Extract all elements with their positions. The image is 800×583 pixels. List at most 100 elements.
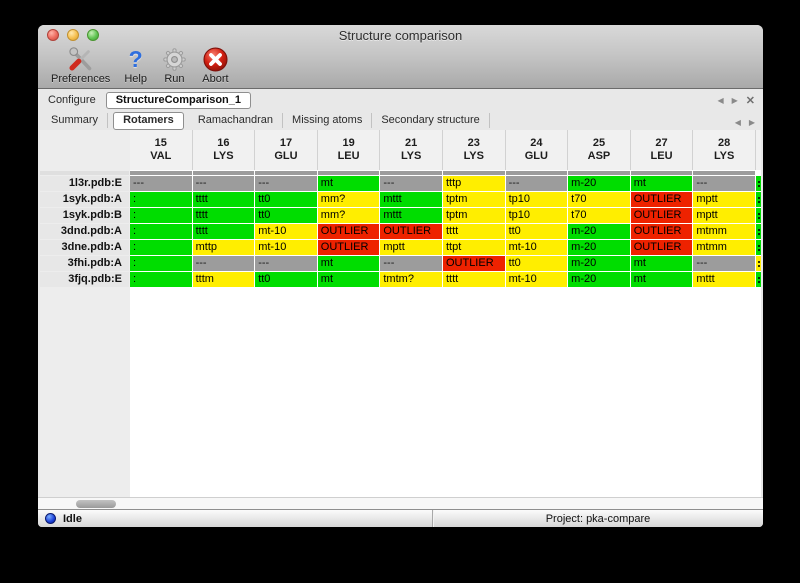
rotamer-cell[interactable]: tttt — [192, 224, 255, 239]
rotamer-cell[interactable]: tptm — [442, 208, 505, 223]
tab-rotamers[interactable]: Rotamers — [113, 111, 184, 130]
rotamer-cell[interactable]: OUTLIER — [442, 256, 505, 271]
rotamer-cell[interactable]: m-20 — [568, 272, 630, 287]
rotamer-cell[interactable]: mt-10 — [505, 240, 568, 255]
row-label[interactable]: 3dne.pdb:A — [40, 240, 129, 255]
rotamer-cell[interactable]: --- — [505, 176, 568, 191]
rotamer-cell[interactable]: --- — [192, 176, 255, 191]
preferences-button[interactable]: Preferences — [44, 45, 117, 88]
rotamer-cell[interactable]: --- — [130, 176, 192, 191]
rotamer-cell-clipped[interactable] — [755, 208, 761, 223]
rotamer-cell[interactable]: mtmm — [693, 224, 755, 239]
rotamer-cell[interactable]: mttt — [380, 208, 442, 223]
tab-ramachandran[interactable]: Ramachandran — [189, 113, 284, 128]
rotamer-cell[interactable]: t70 — [568, 208, 630, 223]
rotamer-cell-clipped[interactable] — [755, 272, 761, 287]
rotamer-cell[interactable]: tp10 — [505, 192, 568, 207]
rotamer-cell[interactable]: m-20 — [568, 224, 630, 239]
horizontal-scrollbar[interactable] — [38, 497, 763, 509]
column-header[interactable]: 24 GLU — [505, 130, 568, 170]
rotamer-cell[interactable]: mt — [317, 272, 380, 287]
row-label[interactable]: 3fjq.pdb:E — [40, 272, 129, 287]
rotamer-cell[interactable]: mptt — [380, 240, 442, 255]
rotamer-cell[interactable]: tt0 — [255, 272, 317, 287]
help-button[interactable]: ? Help — [117, 45, 154, 88]
scroll-right-icon[interactable]: ▶ — [731, 95, 738, 105]
rotamer-cell[interactable]: mt — [630, 176, 693, 191]
rotamer-cell[interactable]: tt0 — [255, 192, 317, 207]
column-header[interactable]: 19 LEU — [317, 130, 380, 170]
rotamer-cell[interactable]: tmtm? — [380, 272, 442, 287]
rotamer-cell[interactable]: m-20 — [568, 256, 630, 271]
rotamer-cell[interactable]: --- — [693, 176, 755, 191]
rotamer-cell[interactable]: mm? — [317, 192, 380, 207]
rotamer-cell[interactable]: tptm — [442, 192, 505, 207]
rotamer-cell[interactable]: tttt — [442, 224, 505, 239]
rotamer-cell[interactable]: mt-10 — [505, 272, 568, 287]
rotamer-cell[interactable]: mttt — [693, 272, 755, 287]
rotamer-cell[interactable]: : — [130, 272, 192, 287]
row-label[interactable]: 1syk.pdb:B — [40, 208, 129, 223]
rotamer-cell[interactable]: OUTLIER — [317, 240, 380, 255]
column-header[interactable]: 16 LYS — [192, 130, 255, 170]
row-label[interactable]: 3dnd.pdb:A — [40, 224, 129, 239]
minimize-window-button[interactable] — [67, 29, 79, 41]
rotamer-cell-clipped[interactable] — [755, 256, 761, 271]
tab-scroll-right-icon[interactable]: ▶ — [748, 117, 755, 127]
column-header[interactable]: 27 LEU — [630, 130, 693, 170]
rotamer-cell[interactable]: : — [130, 256, 192, 271]
rotamer-cell[interactable]: m-20 — [568, 176, 630, 191]
rotamer-cell[interactable]: --- — [192, 256, 255, 271]
rotamer-cell[interactable]: tttt — [192, 208, 255, 223]
rotamer-cell[interactable]: OUTLIER — [380, 224, 442, 239]
rotamer-cell-clipped[interactable] — [755, 224, 761, 239]
rotamer-cell[interactable]: : — [130, 192, 192, 207]
rotamer-cell[interactable]: OUTLIER — [317, 224, 380, 239]
column-header[interactable]: 21 LYS — [380, 130, 442, 170]
column-header[interactable]: 17 GLU — [255, 130, 317, 170]
column-header[interactable]: 23 LYS — [442, 130, 505, 170]
rotamer-cell-clipped[interactable] — [755, 176, 761, 191]
rotamer-cell[interactable]: OUTLIER — [630, 240, 693, 255]
rotamer-cell[interactable]: : — [130, 208, 192, 223]
rotamer-cell[interactable]: : — [130, 224, 192, 239]
rotamer-cell[interactable]: tt0 — [505, 224, 568, 239]
rotamer-cell[interactable]: OUTLIER — [630, 224, 693, 239]
rotamer-cell[interactable]: tttm — [192, 272, 255, 287]
rotamer-cell[interactable]: mttt — [380, 192, 442, 207]
tab-missing-atoms[interactable]: Missing atoms — [283, 113, 373, 128]
column-header[interactable]: 28 LYS — [693, 130, 755, 170]
rotamer-cell[interactable]: : — [130, 240, 192, 255]
rotamer-cell[interactable]: mt — [630, 256, 693, 271]
close-pane-icon[interactable]: ✕ — [745, 94, 755, 107]
rotamer-cell[interactable]: tt0 — [255, 208, 317, 223]
column-header[interactable]: 15 VAL — [130, 130, 192, 170]
rotamer-cell[interactable]: --- — [255, 176, 317, 191]
rotamer-cell[interactable]: mttp — [192, 240, 255, 255]
rotamer-cell[interactable]: --- — [255, 256, 317, 271]
rotamer-cell[interactable]: tttt — [442, 272, 505, 287]
row-label[interactable]: 1l3r.pdb:E — [40, 176, 129, 191]
rotamer-cell[interactable]: OUTLIER — [630, 192, 693, 207]
rotamer-cell[interactable]: tttp — [442, 176, 505, 191]
run-button[interactable]: Run — [154, 45, 195, 88]
rotamer-cell[interactable]: OUTLIER — [630, 208, 693, 223]
rotamer-cell[interactable]: mt — [630, 272, 693, 287]
configuration-name-field[interactable]: StructureComparison_1 — [105, 91, 252, 109]
zoom-window-button[interactable] — [87, 29, 99, 41]
rotamer-cell-clipped[interactable] — [755, 192, 761, 207]
rotamer-cell[interactable]: tt0 — [505, 256, 568, 271]
rotamer-cell[interactable]: mt-10 — [255, 224, 317, 239]
rotamer-cell[interactable]: ttpt — [442, 240, 505, 255]
rotamer-cell[interactable]: --- — [380, 256, 442, 271]
rotamer-cell[interactable]: mt-10 — [255, 240, 317, 255]
rotamer-cell[interactable]: tttt — [192, 192, 255, 207]
row-label[interactable]: 1syk.pdb:A — [40, 192, 129, 207]
rotamer-cell[interactable]: t70 — [568, 192, 630, 207]
abort-button[interactable]: Abort — [195, 45, 236, 88]
rotamer-cell[interactable]: mm? — [317, 208, 380, 223]
tab-scroll-left-icon[interactable]: ◀ — [734, 117, 741, 127]
tab-summary[interactable]: Summary — [42, 113, 109, 128]
rotamer-cell[interactable]: tp10 — [505, 208, 568, 223]
rotamer-cell-clipped[interactable] — [755, 240, 761, 255]
